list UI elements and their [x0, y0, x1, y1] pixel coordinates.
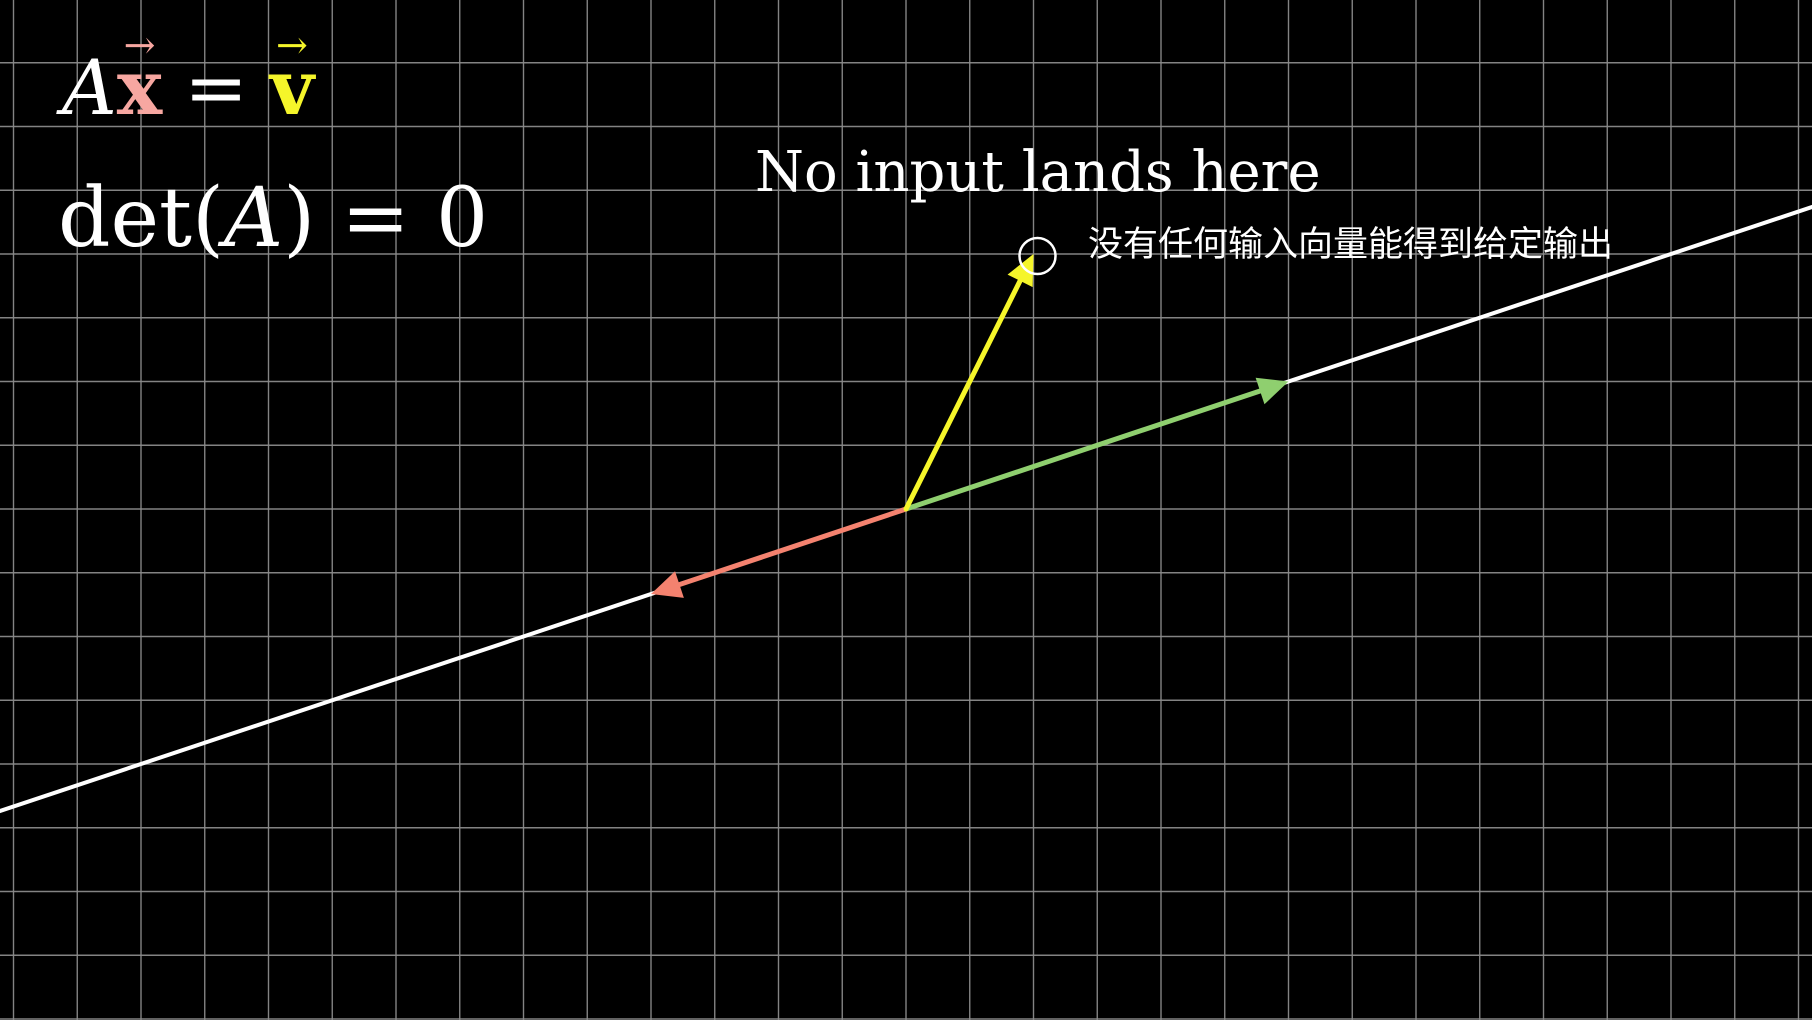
equation-ax-equals-v: A → x = → v: [62, 26, 314, 126]
target-vector-v-head: [1007, 254, 1034, 288]
det-prefix: det(: [58, 171, 224, 266]
matrix-symbol: A: [62, 43, 117, 132]
target-vector-v-shaft: [903, 276, 1024, 512]
transformed-basis-green-shaft: [903, 387, 1265, 512]
input-vector-letter: x: [116, 43, 163, 132]
transformed-basis-red-head: [651, 571, 684, 598]
transformed-basis-green-head: [1255, 377, 1289, 405]
output-vector-symbol: → v: [270, 26, 314, 126]
target-vector-v: [903, 254, 1034, 512]
transformed-basis-green: [903, 377, 1289, 512]
transformed-basis-red: [651, 506, 909, 598]
vector-arrow-icon: →: [276, 23, 308, 67]
equation-det-zero: det(A) = 0: [58, 178, 488, 260]
output-vector-letter: v: [269, 43, 315, 132]
det-matrix-symbol: A: [223, 171, 284, 266]
annotation-chinese: 没有任何输入向量能得到给定输出: [1088, 225, 1614, 265]
vector-arrow-icon: →: [123, 23, 156, 67]
transformed-basis-red-shaft: [675, 506, 909, 588]
equals-sign: =: [184, 43, 248, 132]
input-vector-symbol: → x: [117, 26, 162, 126]
target-marker-circle: [1018, 236, 1057, 276]
det-suffix: ) = 0: [283, 171, 489, 266]
annotation-english: No input lands here: [755, 140, 1321, 205]
